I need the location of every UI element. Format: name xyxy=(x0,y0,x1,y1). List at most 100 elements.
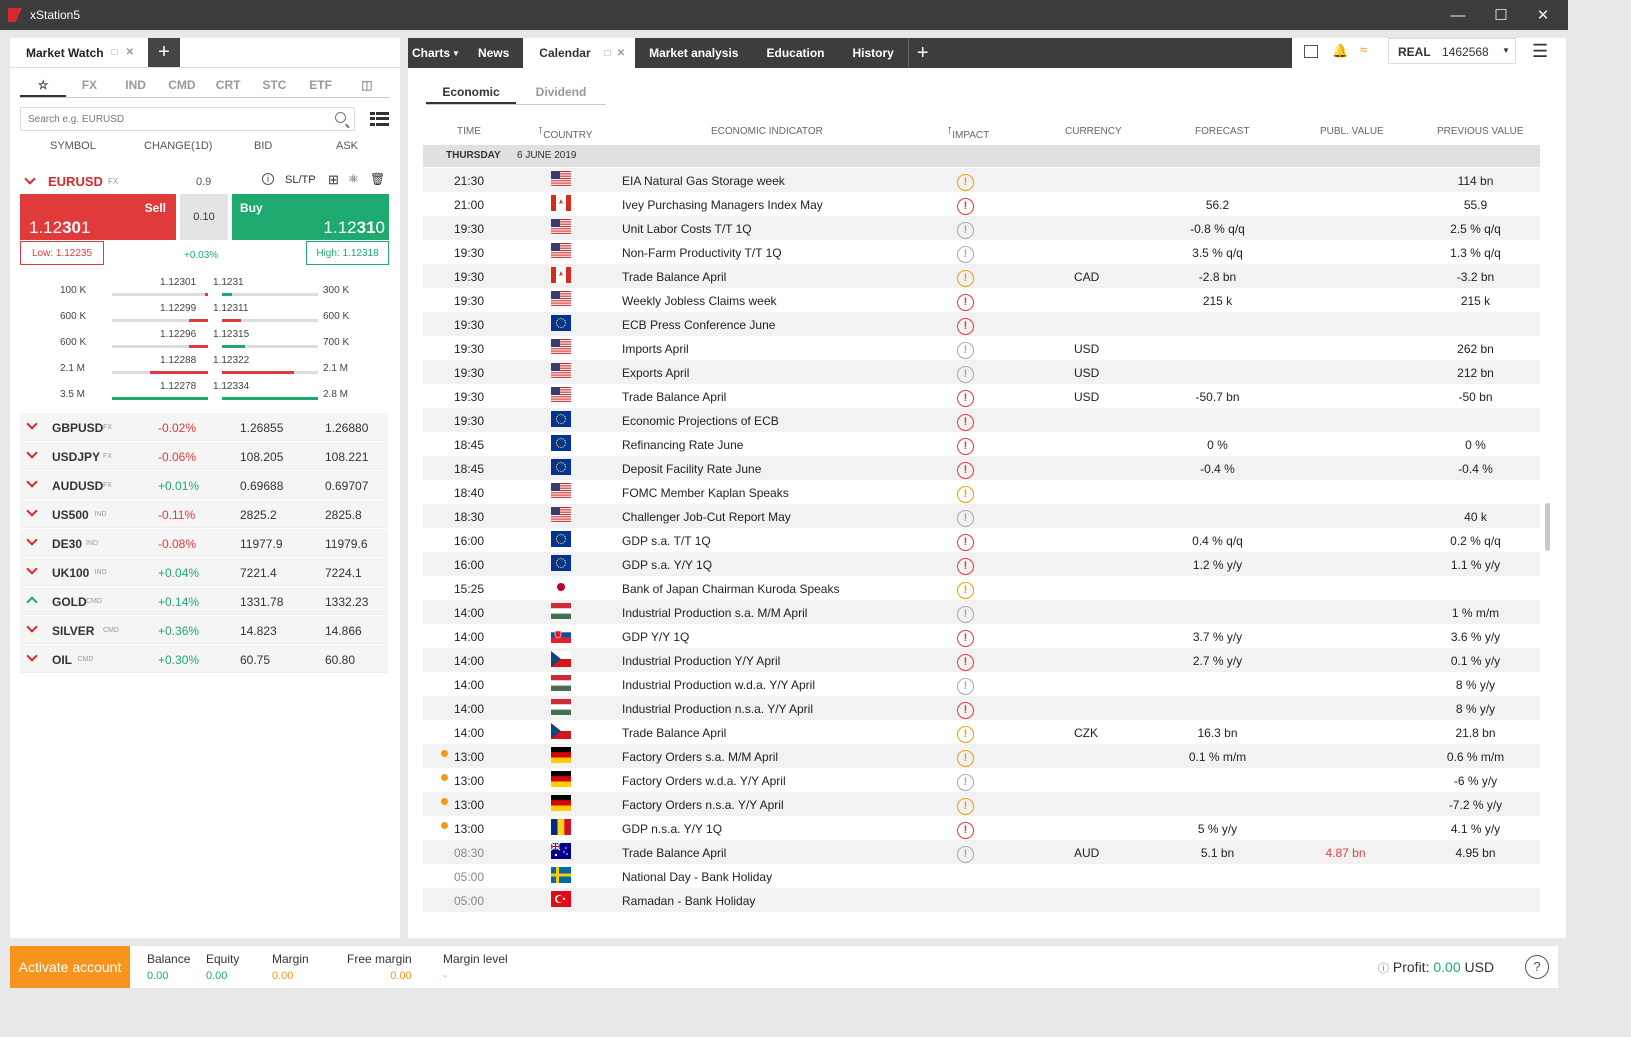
favorites-star-icon[interactable]: ☆ xyxy=(20,72,67,97)
calendar-row[interactable]: 21:30 EIA Natural Gas Storage week! 114 bn xyxy=(423,168,1540,192)
search-icon[interactable] xyxy=(335,112,346,123)
layout-icon[interactable] xyxy=(1304,45,1318,58)
chevron-down-icon[interactable]: ▼ xyxy=(1502,46,1510,55)
calendar-row[interactable]: 16:00 GDP s.a. Y/Y 1Q! 1.2 % y/y 1.1 % y/y xyxy=(423,552,1540,576)
calendar-row[interactable]: 19:30 Exports April! USD 212 bn xyxy=(423,360,1540,384)
col-symbol[interactable]: SYMBOL xyxy=(50,140,96,152)
instrument-row[interactable]: GOLD CMD +0.14% 1331.78 1332.23 xyxy=(20,587,388,615)
calendar-row[interactable]: 18:40 FOMC Member Kaplan Speaks! xyxy=(423,480,1540,504)
close-tab-icon[interactable]: ✕ xyxy=(616,47,626,59)
calendar-row[interactable]: 14:00 Industrial Production Y/Y April! 2.7… xyxy=(423,648,1540,672)
instrument-row[interactable]: USDJPY FX -0.06% 108.205 108.221 xyxy=(20,442,388,470)
calendar-row[interactable]: 14:00 Trade Balance April! CZK 16.3 bn 21.8 … xyxy=(423,720,1540,744)
category-ind[interactable]: IND xyxy=(125,78,146,92)
chart-icon[interactable]: ⚛ xyxy=(348,172,359,186)
instrument-row[interactable]: SILVER CMD +0.36% 14.823 14.866 xyxy=(20,616,388,644)
sltp-button[interactable]: SL/TP xyxy=(285,174,316,186)
add-icon[interactable]: ⊞ xyxy=(328,172,339,187)
close-tab-icon[interactable]: ✕ xyxy=(125,47,135,58)
calendar-row[interactable]: 13:00 Factory Orders w.d.a. Y/Y April! -6 … xyxy=(423,768,1540,792)
calendar-row[interactable]: 19:30 Non-Farm Productivity T/T 1Q! 3.5 % … xyxy=(423,240,1540,264)
category-fx[interactable]: FX xyxy=(81,78,98,92)
buy-button[interactable]: Buy 1.12310 xyxy=(232,194,389,240)
calendar-row[interactable]: 19:30 Unit Labor Costs T/T 1Q! -0.8 % q/q 2… xyxy=(423,216,1540,240)
tab-dividend[interactable]: Dividend xyxy=(535,85,587,99)
col-impact[interactable]: ⊺ IMPACT xyxy=(947,126,990,141)
info-icon[interactable]: ⓘ xyxy=(1378,963,1389,975)
calendar-row[interactable]: 19:30 Trade Balance April! USD -50.7 bn -50 … xyxy=(423,384,1540,408)
maximize-button[interactable]: ☐ xyxy=(1494,7,1508,24)
scrollbar-thumb[interactable] xyxy=(1545,503,1550,551)
chevron-down-icon[interactable] xyxy=(26,563,38,575)
chevron-down-icon[interactable] xyxy=(26,447,38,459)
chevron-down-icon[interactable] xyxy=(26,476,38,488)
add-panel-button[interactable]: + xyxy=(148,38,180,67)
minimize-button[interactable]: — xyxy=(1450,6,1466,24)
col-bid[interactable]: BID xyxy=(254,140,273,152)
volume-input[interactable]: 0.10 xyxy=(180,194,228,240)
bell-icon[interactable]: 🔔 xyxy=(1332,43,1349,58)
category-crt[interactable]: CRT xyxy=(215,78,241,92)
calendar-row[interactable]: 19:30 ECB Press Conference June! xyxy=(423,312,1540,336)
help-icon[interactable]: ? xyxy=(1525,955,1549,979)
tab-history[interactable]: History xyxy=(852,46,894,60)
chevron-up-icon[interactable] xyxy=(26,596,38,608)
selected-instrument-header[interactable]: EURUSD FX 0.9 i SL/TP ⊞ ⚛ 🗑 xyxy=(20,172,390,192)
calendar-row[interactable]: 13:00 GDP n.s.a. Y/Y 1Q! 5 % y/y 4.1 % y/y xyxy=(423,816,1540,840)
calendar-row[interactable]: 18:45 Refinancing Rate June! 0 % 0 % xyxy=(423,432,1540,456)
inbox-icon[interactable]: ◫ xyxy=(361,78,373,92)
calendar-row[interactable]: 19:30 Economic Projections of ECB! xyxy=(423,408,1540,432)
calendar-row[interactable]: 14:00 Industrial Production n.s.a. Y/Y Ap… xyxy=(423,696,1540,720)
chevron-down-icon[interactable] xyxy=(26,505,38,517)
instrument-row[interactable]: AUDUSD FX +0.01% 0.69688 0.69707 xyxy=(20,471,388,499)
col-indicator[interactable]: ECONOMIC INDICATOR xyxy=(711,126,823,137)
col-change[interactable]: CHANGE(1D) xyxy=(144,140,213,152)
col-currency[interactable]: CURRENCY xyxy=(1065,126,1122,137)
menu-icon[interactable]: ☰ xyxy=(1532,41,1549,61)
calendar-row[interactable]: 13:00 Factory Orders s.a. M/M April! 0.1 %… xyxy=(423,744,1540,768)
category-etf[interactable]: ETF xyxy=(309,78,332,92)
calendar-row[interactable]: 19:30 Weekly Jobless Claims week! 215 k 215… xyxy=(423,288,1540,312)
tab-charts[interactable]: Charts ▼ xyxy=(412,46,460,60)
calendar-row[interactable]: 08:30 Trade Balance April! AUD 5.1 bn 4.87 b… xyxy=(423,840,1540,864)
calendar-row[interactable]: 16:00 GDP s.a. T/T 1Q! 0.4 % q/q 0.2 % q/q xyxy=(423,528,1540,552)
calendar-row[interactable]: 18:45 Deposit Facility Rate June! -0.4 % -0… xyxy=(423,456,1540,480)
col-previous-value[interactable]: PREVIOUS VALUE xyxy=(1437,126,1524,137)
calendar-row[interactable]: 14:00 GDP Y/Y 1Q! 3.7 % y/y 3.6 % y/y xyxy=(423,624,1540,648)
col-ask[interactable]: ASK xyxy=(336,140,359,152)
chevron-down-icon[interactable] xyxy=(26,534,38,546)
undock-icon[interactable]: □ xyxy=(604,47,611,59)
chevron-down-icon[interactable] xyxy=(24,173,36,185)
instrument-row[interactable]: OIL CMD +0.30% 60.75 60.80 xyxy=(20,645,388,673)
account-selector[interactable]: REAL 1462568 ▼ xyxy=(1388,38,1516,64)
calendar-row[interactable]: 05:00 National Day - Bank Holiday xyxy=(423,864,1540,888)
close-window-button[interactable]: ✕ xyxy=(1536,7,1550,24)
instrument-row[interactable]: US500 IND -0.11% 2825.2 2825.8 xyxy=(20,500,388,528)
category-stc[interactable]: STC xyxy=(262,78,287,92)
calendar-row[interactable]: 14:00 Industrial Production w.d.a. Y/Y Ap… xyxy=(423,672,1540,696)
col-time[interactable]: TIME xyxy=(457,126,481,137)
col-forecast[interactable]: FORECAST xyxy=(1195,126,1250,137)
col-publ-value[interactable]: PUBL. VALUE xyxy=(1320,126,1384,137)
tab-news[interactable]: News xyxy=(477,46,510,60)
list-view-icon[interactable] xyxy=(370,112,389,126)
tab-market-analysis[interactable]: Market analysis xyxy=(649,46,739,60)
instrument-row[interactable]: UK100 IND +0.04% 7221.4 7224.1 xyxy=(20,558,388,586)
tab-economic[interactable]: Economic xyxy=(426,85,516,104)
tab-education[interactable]: Education xyxy=(766,46,825,60)
col-country[interactable]: ⊺ COUNTRY xyxy=(538,126,593,141)
chevron-down-icon[interactable] xyxy=(26,418,38,430)
tab-market-watch[interactable]: Market Watch □ ✕ xyxy=(10,38,148,67)
calendar-row[interactable]: 14:00 Industrial Production s.a. M/M Apri… xyxy=(423,600,1540,624)
calendar-row[interactable]: 05:00 Ramadan - Bank Holiday xyxy=(423,888,1540,912)
category-cmd[interactable]: CMD xyxy=(168,78,196,92)
chevron-down-icon[interactable] xyxy=(26,650,38,662)
add-tab-button[interactable]: + xyxy=(907,38,937,68)
instrument-row[interactable]: DE30 IND -0.08% 11977.9 11979.6 xyxy=(20,529,388,557)
undock-icon[interactable]: □ xyxy=(111,47,118,58)
calendar-row[interactable]: 13:00 Factory Orders n.s.a. Y/Y April! -7.… xyxy=(423,792,1540,816)
calendar-row[interactable]: 18:30 Challenger Job-Cut Report May! 40 k xyxy=(423,504,1540,528)
trash-icon[interactable]: 🗑 xyxy=(370,172,386,186)
sell-button[interactable]: Sell 1.12301 xyxy=(20,194,176,240)
tab-calendar[interactable]: Calendar □ ✕ xyxy=(523,38,636,68)
